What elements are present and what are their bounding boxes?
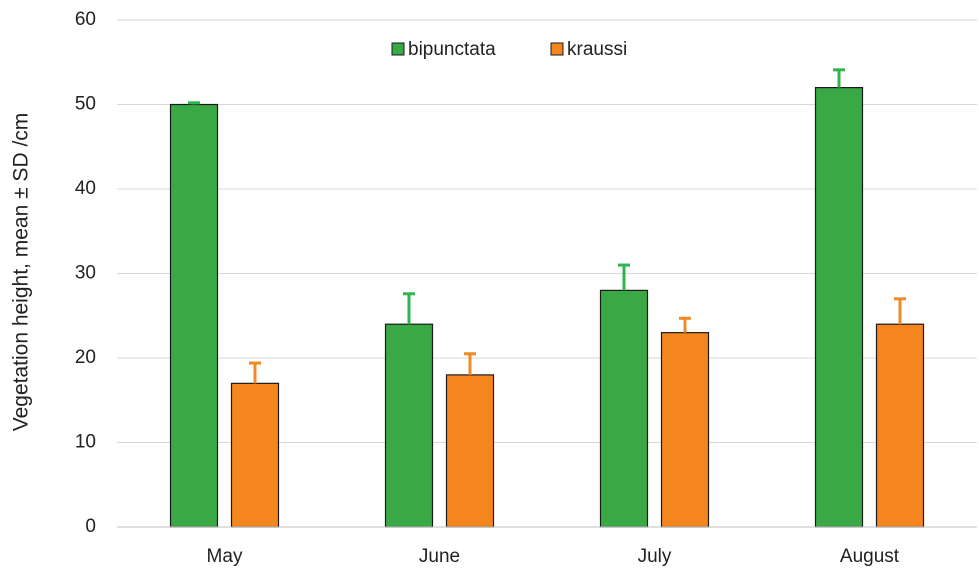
bar xyxy=(169,103,219,528)
error-bar xyxy=(618,263,630,291)
y-tick-label: 30 xyxy=(75,263,96,284)
y-tick-label: 10 xyxy=(75,432,96,453)
x-tick-label: June xyxy=(419,546,460,567)
bar xyxy=(445,374,495,528)
bar xyxy=(875,323,925,528)
y-tick-label: 40 xyxy=(75,178,96,199)
y-tick-label: 60 xyxy=(75,9,96,30)
error-bar xyxy=(249,361,261,384)
error-bar xyxy=(403,292,415,325)
bar xyxy=(814,86,864,528)
error-bar xyxy=(833,68,845,88)
error-bar xyxy=(679,316,691,333)
x-tick-label: August xyxy=(840,546,900,567)
y-tick-label: 20 xyxy=(75,347,96,368)
error-bar xyxy=(894,297,906,325)
error-bar xyxy=(188,101,200,105)
legend-swatch xyxy=(550,42,564,56)
legend-label: bipunctata xyxy=(408,39,496,60)
bar xyxy=(660,332,710,528)
y-tick-label: 0 xyxy=(85,516,96,537)
x-tick-label: July xyxy=(638,546,672,567)
x-tick-label: May xyxy=(207,546,243,567)
legend-label: kraussi xyxy=(567,39,627,60)
bar xyxy=(230,382,280,528)
error-bar xyxy=(464,352,476,375)
bar xyxy=(384,323,434,528)
y-tick-label: 50 xyxy=(75,94,96,115)
legend-swatch xyxy=(391,42,405,56)
bar xyxy=(599,289,649,528)
y-axis-label: Vegetation height, mean ± SD /cm xyxy=(10,113,33,432)
